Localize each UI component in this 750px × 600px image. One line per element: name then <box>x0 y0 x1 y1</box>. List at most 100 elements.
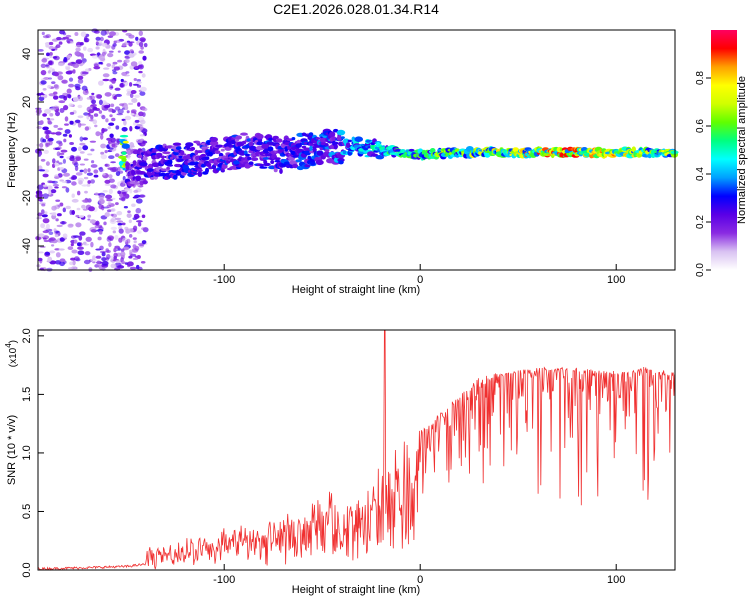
spectral-peak <box>121 151 127 155</box>
spectral-speckle <box>100 134 104 140</box>
spectral-speckle <box>98 204 104 210</box>
spectral-speckle <box>133 225 138 231</box>
spectral-speckle <box>57 75 64 81</box>
spectral-speckle <box>77 246 84 250</box>
spectral-speckle <box>45 130 52 135</box>
spectral-speckle <box>82 145 89 151</box>
spectral-speckle <box>132 196 139 199</box>
spectral-speckle <box>117 190 122 195</box>
spectral-peak <box>172 142 182 146</box>
spectral-speckle <box>39 120 44 125</box>
spectral-peak <box>210 137 218 142</box>
spectral-speckle <box>64 116 69 122</box>
spectral-speckle <box>110 167 117 173</box>
spectral-speckle <box>37 233 45 238</box>
spectral-speckle <box>49 260 57 265</box>
spectral-speckle <box>122 237 128 243</box>
spectral-speckle <box>99 250 107 254</box>
spectrogram-panel: -100 0 100 -40 -20 0 20 40 Height of straight … <box>6 28 679 296</box>
spectral-speckle <box>62 32 67 36</box>
spectral-speckle <box>45 161 50 166</box>
spectral-speckle <box>74 51 80 56</box>
spectral-speckle <box>36 126 42 129</box>
spectral-speckle <box>99 36 104 42</box>
spectral-speckle <box>126 88 132 93</box>
spectral-speckle <box>79 163 85 166</box>
spectral-speckle <box>112 61 118 65</box>
spectral-speckle <box>43 77 50 80</box>
spectral-peak <box>345 142 351 149</box>
colorbar-tick-label: 0.4 <box>695 167 706 181</box>
spectral-peak <box>647 153 652 159</box>
spectral-speckle <box>59 167 64 170</box>
spectral-speckle <box>117 50 121 53</box>
snr-plot-area <box>38 330 675 570</box>
spectral-speckle <box>57 167 61 171</box>
spectral-peak <box>332 141 339 145</box>
spectral-speckle <box>107 126 111 130</box>
colorbar-ticks: 0.0 0.2 0.4 0.6 0.8 <box>695 71 711 277</box>
spectral-speckle <box>48 231 54 235</box>
spectral-speckle <box>131 145 135 148</box>
spectral-speckle <box>42 173 49 178</box>
spectral-speckle <box>100 30 107 36</box>
spectral-speckle <box>77 95 83 102</box>
spectral-speckle <box>75 156 81 161</box>
spectral-speckle <box>68 83 75 88</box>
spectral-peak <box>319 137 328 143</box>
spectrogram-x-tick-label: 0 <box>417 274 423 286</box>
spectral-peak <box>309 145 313 151</box>
spectral-speckle <box>42 184 48 188</box>
spectral-speckle <box>116 220 123 223</box>
spectral-peak <box>197 171 203 178</box>
spectral-speckle <box>54 176 60 180</box>
spectral-speckle <box>69 261 75 266</box>
spectral-speckle <box>136 124 143 127</box>
spectral-speckle <box>57 62 65 67</box>
spectral-speckle <box>50 132 57 135</box>
spectral-speckle <box>93 113 99 117</box>
spectral-peak <box>336 135 342 141</box>
spectral-speckle <box>67 267 75 270</box>
spectral-speckle <box>42 88 47 91</box>
spectral-speckle <box>122 176 126 181</box>
spectral-speckle <box>65 34 72 38</box>
spectral-speckle <box>52 56 58 59</box>
spectral-speckle <box>133 213 140 219</box>
spectral-peak <box>338 160 344 165</box>
spectral-peak <box>270 160 275 164</box>
spectral-speckle <box>49 250 56 254</box>
spectral-peak <box>122 140 129 144</box>
spectral-speckle <box>58 41 63 45</box>
spectral-speckle <box>130 90 137 94</box>
spectrogram-y-axis-label: Frequency (Hz) <box>6 112 18 188</box>
spectral-speckle <box>139 125 143 131</box>
spectral-speckle <box>105 194 113 199</box>
spectral-peak <box>308 142 314 147</box>
spectral-speckle <box>48 189 52 196</box>
spectrogram-x-ticks: -100 0 100 <box>213 264 625 286</box>
spectral-speckle <box>101 51 106 56</box>
spectral-peak <box>166 166 171 170</box>
spectral-speckle <box>129 93 134 99</box>
spectral-speckle <box>67 223 74 228</box>
spectral-speckle <box>139 119 146 125</box>
spectral-speckle <box>46 185 53 191</box>
spectral-speckle <box>43 149 49 154</box>
snr-panel: -100 0 100 0.0 0.5 1.0 1.5 2.0 Height of strai… <box>4 328 676 596</box>
spectral-speckle <box>120 251 126 257</box>
spectral-peak <box>178 155 183 159</box>
spectral-speckle <box>79 231 86 236</box>
spectral-speckle <box>100 154 108 160</box>
spectral-speckle <box>37 257 43 262</box>
colorbar-label: Normalized spectral amplitude <box>736 76 748 224</box>
spectral-speckle <box>65 205 71 210</box>
spectral-speckle <box>114 87 121 91</box>
spectral-peak <box>274 159 281 163</box>
spectral-speckle <box>108 84 114 90</box>
spectral-speckle <box>75 47 81 52</box>
spectral-speckle <box>90 104 97 107</box>
spectral-peak <box>177 158 184 162</box>
spectral-speckle <box>83 46 87 51</box>
spectral-speckle <box>87 218 91 221</box>
